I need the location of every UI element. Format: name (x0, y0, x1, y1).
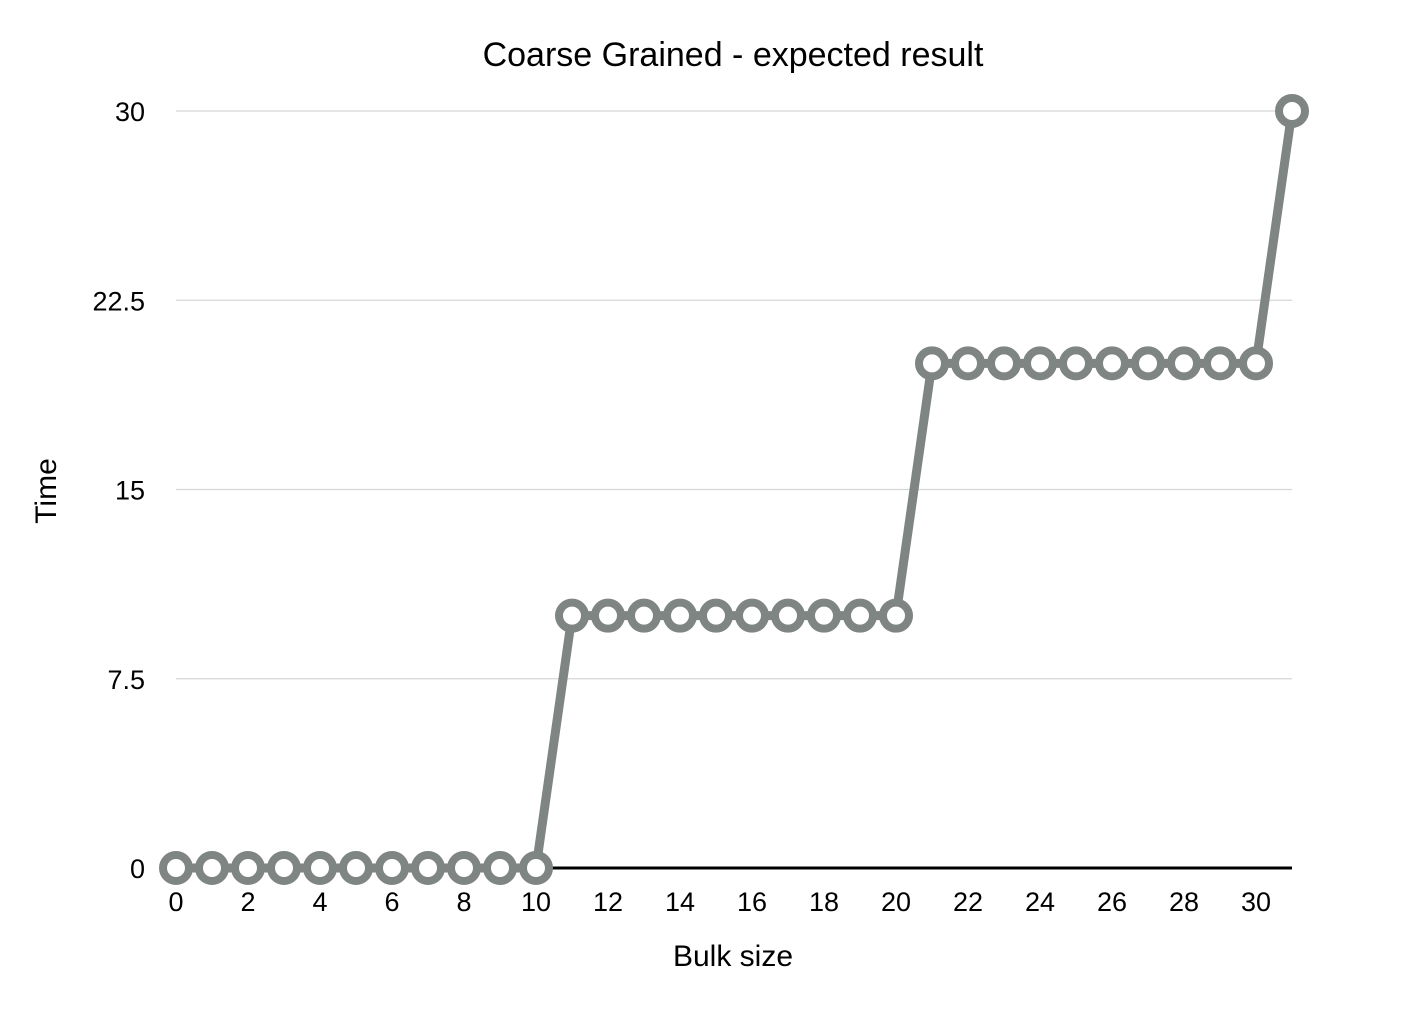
data-point (807, 598, 841, 633)
y-tick-label: 7.5 (107, 665, 145, 695)
x-tick-label: 2 (240, 887, 255, 917)
x-tick-label: 16 (737, 887, 767, 917)
data-point (843, 598, 877, 633)
y-axis-ticks: 0 7.5 15 22.5 30 (92, 97, 145, 884)
data-point (159, 851, 193, 885)
data-point (771, 598, 805, 633)
data-point (483, 851, 517, 885)
y-axis-label: Time (30, 458, 63, 524)
data-point (627, 598, 661, 633)
data-point (1203, 346, 1237, 381)
data-point (303, 851, 337, 885)
x-tick-label: 4 (312, 887, 327, 917)
x-tick-label: 20 (881, 887, 911, 917)
x-tick-label: 28 (1169, 887, 1199, 917)
x-tick-label: 26 (1097, 887, 1127, 917)
data-point (591, 598, 625, 633)
chart-title: Coarse Grained - expected result (483, 36, 984, 74)
data-point (1275, 94, 1309, 128)
x-tick-label: 6 (384, 887, 399, 917)
data-point (915, 346, 949, 381)
x-tick-label: 24 (1025, 887, 1055, 917)
x-tick-label: 30 (1241, 887, 1271, 917)
data-point (267, 851, 301, 885)
data-point (699, 598, 733, 633)
x-tick-label: 8 (456, 887, 471, 917)
series (159, 94, 1309, 885)
grid-lines (172, 110, 1292, 870)
data-point (195, 851, 229, 885)
x-tick-label: 18 (809, 887, 839, 917)
data-point (339, 851, 373, 885)
data-point (447, 851, 481, 885)
data-point (555, 598, 589, 633)
x-tick-label: 12 (593, 887, 623, 917)
data-point (231, 851, 265, 885)
y-tick-label: 22.5 (92, 286, 145, 316)
y-tick-label: 30 (115, 97, 145, 127)
x-axis-label: Bulk size (673, 940, 793, 973)
x-tick-label: 10 (521, 887, 551, 917)
data-point (1095, 346, 1129, 381)
data-point (663, 598, 697, 633)
data-point (1239, 346, 1273, 381)
data-point (951, 346, 985, 381)
data-point (1023, 346, 1057, 381)
x-axis-ticks: 0 2 4 6 8 10 12 14 16 18 20 22 24 26 28 30 (168, 887, 1271, 917)
data-point (375, 851, 409, 885)
x-tick-label: 14 (665, 887, 695, 917)
data-point (1059, 346, 1093, 381)
data-point (411, 851, 445, 885)
x-tick-label: 22 (953, 887, 983, 917)
y-tick-label: 15 (115, 476, 145, 506)
data-point (519, 851, 553, 885)
data-point (1131, 346, 1165, 381)
data-point (879, 598, 913, 633)
data-point (1167, 346, 1201, 381)
data-point (735, 598, 769, 633)
data-point (987, 346, 1021, 381)
y-tick-label: 0 (130, 854, 145, 884)
x-tick-label: 0 (168, 887, 183, 917)
